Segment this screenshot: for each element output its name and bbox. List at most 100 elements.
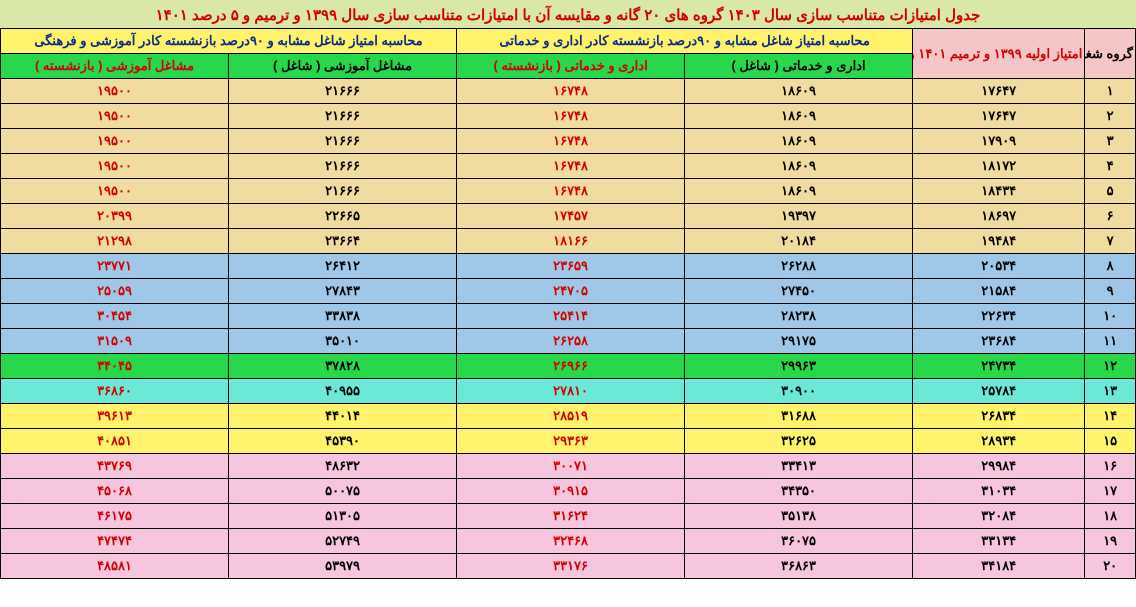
cell: ۱۴ (1085, 404, 1136, 429)
cell: ۱۶ (1085, 454, 1136, 479)
cell: ۶ (1085, 204, 1136, 229)
cell: ۲۹۹۸۴ (913, 454, 1085, 479)
cell: ۲۳۶۵۹ (457, 254, 685, 279)
cell: ۲۱۶۶۶ (229, 179, 457, 204)
cell: ۱۹۵۰۰ (1, 154, 229, 179)
cell: ۱۷۶۴۷ (913, 104, 1085, 129)
cell: ۱۸۶۰۹ (685, 104, 913, 129)
cell: ۲۵۰۵۹ (1, 279, 229, 304)
cell: ۱۶۷۴۸ (457, 179, 685, 204)
cell: ۵۱۳۰۵ (229, 504, 457, 529)
hdr-edu-retired: مشاغل آموزشی ( بازنشسته ) (1, 54, 229, 79)
cell: ۲۳۷۷۱ (1, 254, 229, 279)
table-row: ۳۱۷۹۰۹۱۸۶۰۹۱۶۷۴۸۲۱۶۶۶۱۹۵۰۰ (1, 129, 1136, 154)
cell: ۳۰۹۰۰ (685, 379, 913, 404)
cell: ۴۰۹۵۵ (229, 379, 457, 404)
cell: ۲۰۵۳۴ (913, 254, 1085, 279)
cell: ۲۱۵۸۴ (913, 279, 1085, 304)
cell: ۱۹ (1085, 529, 1136, 554)
table-row: ۲۱۷۶۴۷۱۸۶۰۹۱۶۷۴۸۲۱۶۶۶۱۹۵۰۰ (1, 104, 1136, 129)
cell: ۱۷۴۵۷ (457, 204, 685, 229)
cell: ۲۸۹۳۴ (913, 429, 1085, 454)
table-row: ۹۲۱۵۸۴۲۷۴۵۰۲۴۷۰۵۲۷۸۴۳۲۵۰۵۹ (1, 279, 1136, 304)
cell: ۲۵۷۸۴ (913, 379, 1085, 404)
cell: ۹ (1085, 279, 1136, 304)
cell: ۱۷ (1085, 479, 1136, 504)
cell: ۱۹۳۹۷ (685, 204, 913, 229)
cell: ۱۹۵۰۰ (1, 79, 229, 104)
cell: ۲۷۴۵۰ (685, 279, 913, 304)
cell: ۲۶۹۶۶ (457, 354, 685, 379)
table-row: ۱۵۲۸۹۳۴۳۲۶۲۵۲۹۳۶۳۴۵۳۹۰۴۰۸۵۱ (1, 429, 1136, 454)
cell: ۲۵۴۱۴ (457, 304, 685, 329)
table-row: ۱۱۲۳۶۸۴۲۹۱۷۵۲۶۲۵۸۳۵۰۱۰۳۱۵۰۹ (1, 329, 1136, 354)
table-row: ۱۴۲۶۸۳۴۳۱۶۸۸۲۸۵۱۹۴۴۰۱۴۳۹۶۱۳ (1, 404, 1136, 429)
cell: ۱۱ (1085, 329, 1136, 354)
cell: ۱۶۷۴۸ (457, 79, 685, 104)
table-row: ۱۸۳۲۰۸۴۳۵۱۳۸۳۱۶۲۴۵۱۳۰۵۴۶۱۷۵ (1, 504, 1136, 529)
cell: ۳۴۳۵۰ (685, 479, 913, 504)
cell: ۴۷۴۷۴ (1, 529, 229, 554)
cell: ۵ (1085, 179, 1136, 204)
cell: ۲۰۱۸۴ (685, 229, 913, 254)
cell: ۳۹۶۱۳ (1, 404, 229, 429)
cell: ۲۱۶۶۶ (229, 154, 457, 179)
cell: ۳۳۸۳۸ (229, 304, 457, 329)
cell: ۲۲۶۶۵ (229, 204, 457, 229)
cell: ۱۶۷۴۸ (457, 129, 685, 154)
table-row: ۱۱۷۶۴۷۱۸۶۰۹۱۶۷۴۸۲۱۶۶۶۱۹۵۰۰ (1, 79, 1136, 104)
cell: ۵۳۹۷۹ (229, 554, 457, 579)
cell: ۲۸۲۳۸ (685, 304, 913, 329)
cell: ۲۹۳۶۳ (457, 429, 685, 454)
table-body: ۱۱۷۶۴۷۱۸۶۰۹۱۶۷۴۸۲۱۶۶۶۱۹۵۰۰۲۱۷۶۴۷۱۸۶۰۹۱۶۷… (1, 79, 1136, 579)
cell: ۲۶۲۸۸ (685, 254, 913, 279)
cell: ۳۴۱۸۴ (913, 554, 1085, 579)
hdr-edu-span: محاسبه امتیاز شاغل مشابه و ۹۰درصد بازنشس… (1, 29, 457, 54)
table-row: ۸۲۰۵۳۴۲۶۲۸۸۲۳۶۵۹۲۶۴۱۲۲۳۷۷۱ (1, 254, 1136, 279)
cell: ۳۳۴۱۳ (685, 454, 913, 479)
cell: ۲۳۶۸۴ (913, 329, 1085, 354)
cell: ۳۶۰۷۵ (685, 529, 913, 554)
cell: ۲۹۱۷۵ (685, 329, 913, 354)
cell: ۳۱۰۳۴ (913, 479, 1085, 504)
cell: ۲۰ (1085, 554, 1136, 579)
cell: ۵۲۷۴۹ (229, 529, 457, 554)
cell: ۲۷۸۴۳ (229, 279, 457, 304)
cell: ۴۳۷۶۹ (1, 454, 229, 479)
table-row: ۱۳۲۵۷۸۴۳۰۹۰۰۲۷۸۱۰۴۰۹۵۵۳۶۸۶۰ (1, 379, 1136, 404)
table-row: ۷۱۹۴۸۴۲۰۱۸۴۱۸۱۶۶۲۳۶۶۴۲۱۲۹۸ (1, 229, 1136, 254)
cell: ۱۹۵۰۰ (1, 179, 229, 204)
table-row: ۱۷۳۱۰۳۴۳۴۳۵۰۳۰۹۱۵۵۰۰۷۵۴۵۰۶۸ (1, 479, 1136, 504)
cell: ۱۹۵۰۰ (1, 104, 229, 129)
table-row: ۱۹۳۳۱۳۴۳۶۰۷۵۳۲۴۶۸۵۲۷۴۹۴۷۴۷۴ (1, 529, 1136, 554)
cell: ۲۳۶۶۴ (229, 229, 457, 254)
cell: ۳۶۸۶۳ (685, 554, 913, 579)
cell: ۳۲۴۶۸ (457, 529, 685, 554)
cell: ۲۰۳۹۹ (1, 204, 229, 229)
cell: ۲۴۷۰۵ (457, 279, 685, 304)
cell: ۱۳ (1085, 379, 1136, 404)
cell: ۴۰۸۵۱ (1, 429, 229, 454)
cell: ۳۳۱۳۴ (913, 529, 1085, 554)
cell: ۴۵۰۶۸ (1, 479, 229, 504)
table-row: ۱۶۲۹۹۸۴۳۳۴۱۳۳۰۰۷۱۴۸۶۳۲۴۳۷۶۹ (1, 454, 1136, 479)
cell: ۳۰۰۷۱ (457, 454, 685, 479)
cell: ۱۸۱۷۲ (913, 154, 1085, 179)
cell: ۲ (1085, 104, 1136, 129)
cell: ۱۸۶۰۹ (685, 129, 913, 154)
table-head: گروه شغلی امتیاز اولیه ۱۳۹۹ و ترمیم ۱۴۰۱… (1, 29, 1136, 79)
cell: ۱۶۷۴۸ (457, 154, 685, 179)
hdr-edu-active: مشاغل آموزشی ( شاغل ) (229, 54, 457, 79)
cell: ۱۵ (1085, 429, 1136, 454)
cell: ۱ (1085, 79, 1136, 104)
cell: ۵۰۰۷۵ (229, 479, 457, 504)
cell: ۱۸۶۰۹ (685, 154, 913, 179)
cell: ۱۶۷۴۸ (457, 104, 685, 129)
cell: ۴۸۵۸۱ (1, 554, 229, 579)
cell: ۱۷۹۰۹ (913, 129, 1085, 154)
cell: ۳۱۶۲۴ (457, 504, 685, 529)
cell: ۱۰ (1085, 304, 1136, 329)
cell: ۳۴۰۴۵ (1, 354, 229, 379)
table-row: ۱۲۲۴۷۳۴۲۹۹۶۳۲۶۹۶۶۳۷۸۲۸۳۴۰۴۵ (1, 354, 1136, 379)
cell: ۲۶۲۵۸ (457, 329, 685, 354)
